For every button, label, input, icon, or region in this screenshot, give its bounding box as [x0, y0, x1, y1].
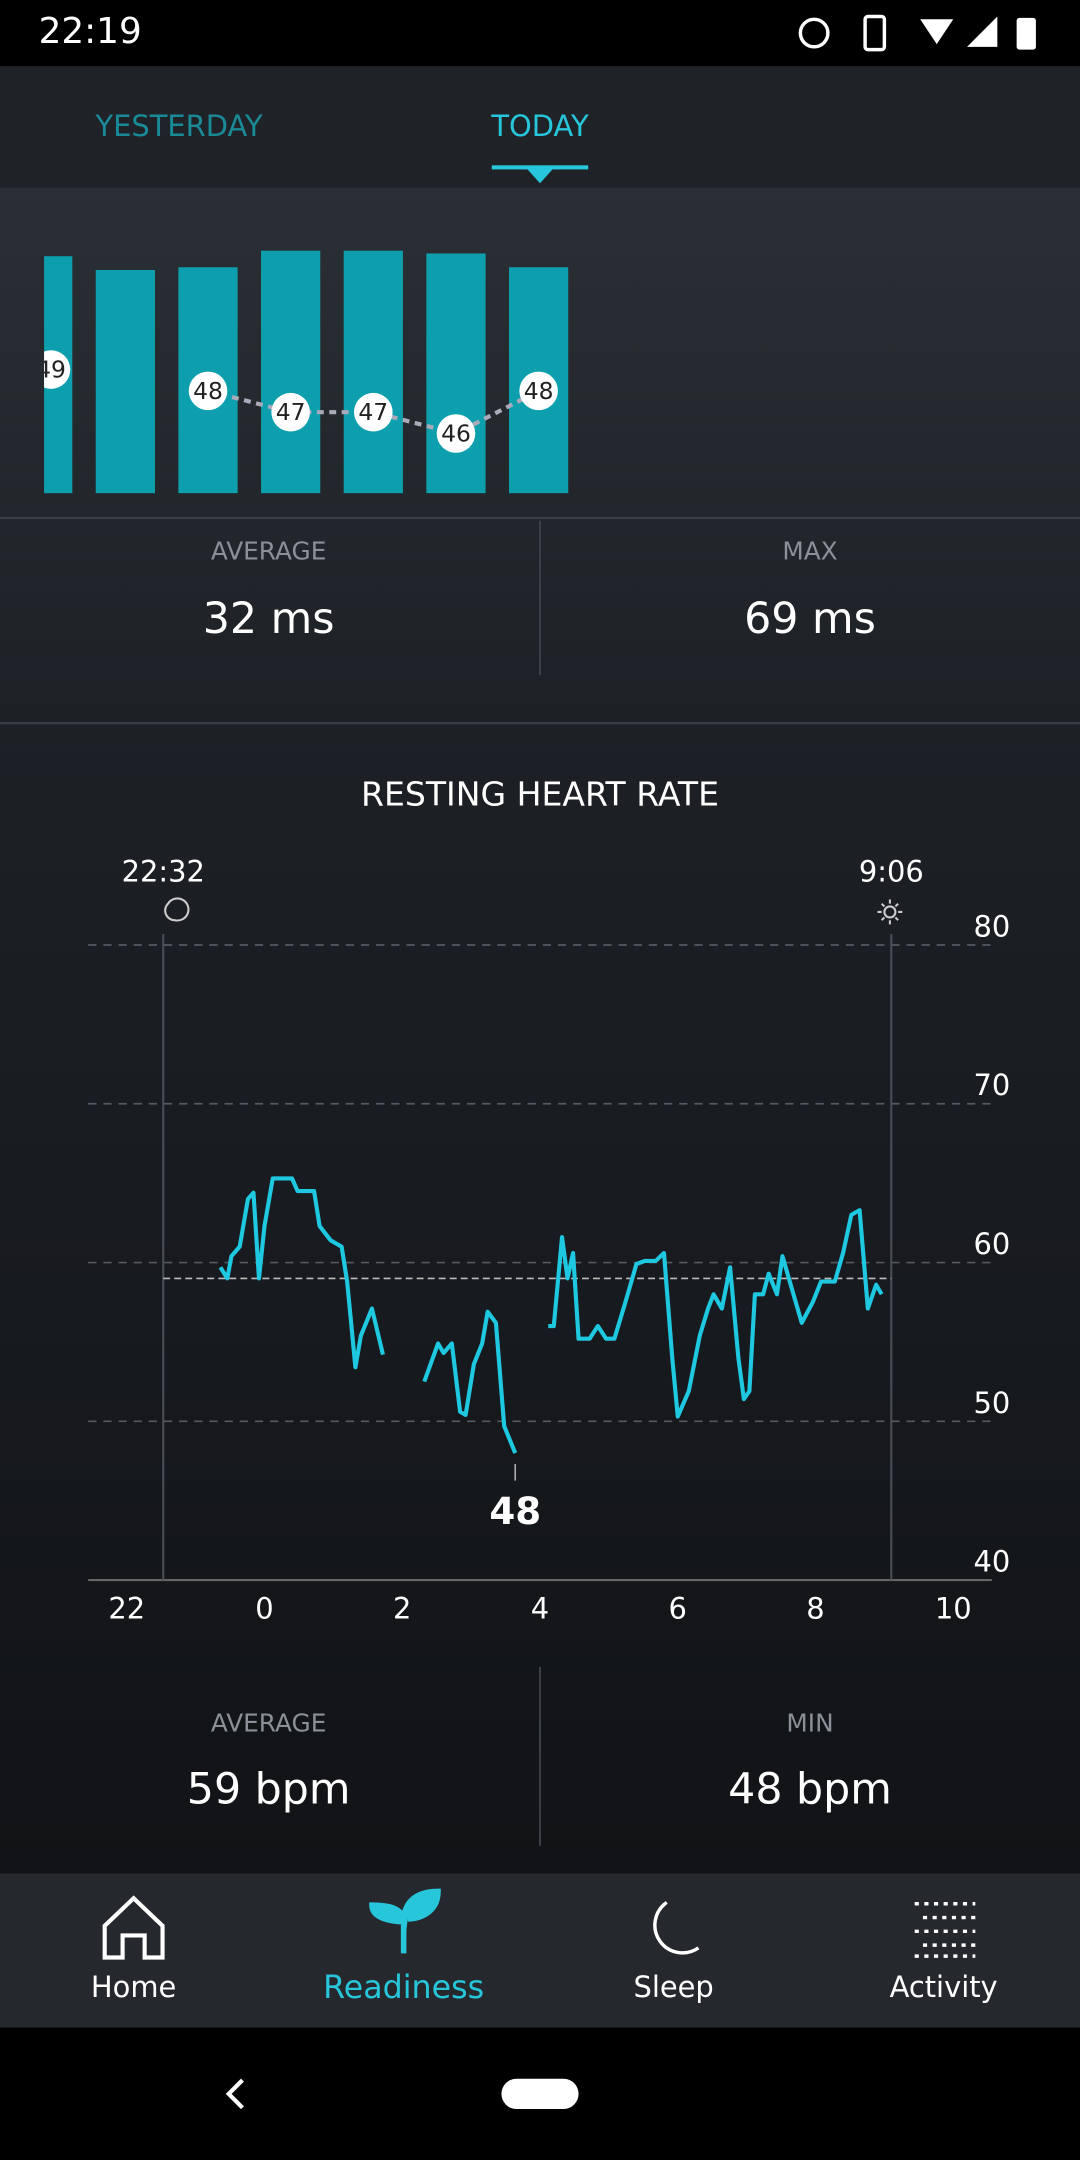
stat-label: MAX — [782, 536, 837, 565]
sleep-marker-label: 9:06 — [859, 854, 924, 888]
tab[interactable]: YESTERDAY — [94, 109, 263, 143]
y-tick-label: 40 — [973, 1545, 1010, 1579]
status-time: 22:19 — [39, 11, 142, 52]
heart-rate-label: 48 — [193, 377, 223, 405]
nav-label: Activity — [890, 1970, 998, 2004]
stat-value: 48 bpm — [728, 1765, 892, 1815]
sun-icon — [877, 899, 903, 925]
heart-rate-label: 46 — [441, 419, 471, 447]
nav-label: Readiness — [323, 1970, 484, 2006]
moon-icon — [164, 897, 190, 922]
stat-label: MIN — [786, 1709, 833, 1738]
y-tick-label: 50 — [973, 1386, 1010, 1420]
y-tick-label: 70 — [973, 1068, 1010, 1102]
stat-label: AVERAGE — [211, 536, 327, 565]
x-tick-label: 22 — [108, 1591, 145, 1625]
heart-rate-label: 49 — [36, 355, 66, 383]
sleep-marker-label: 22:32 — [122, 854, 205, 888]
y-tick-label: 80 — [973, 909, 1010, 943]
min-label: 48 — [489, 1489, 541, 1533]
stat-label: AVERAGE — [211, 1709, 327, 1738]
chart-title: RESTING HEART RATE — [361, 775, 719, 814]
x-tick-label: 6 — [669, 1591, 687, 1625]
nav-bar — [0, 1873, 1080, 2028]
status-icons — [798, 14, 1036, 52]
heart-rate-dot — [354, 392, 393, 432]
x-tick-label: 10 — [935, 1591, 972, 1625]
tab-indicator — [526, 168, 554, 184]
nav-label: Sleep — [633, 1970, 713, 2004]
tab[interactable]: TODAY — [490, 109, 589, 143]
heart-rate-label: 47 — [358, 398, 388, 426]
stat-value: 32 ms — [203, 594, 335, 644]
bar — [261, 250, 321, 494]
rhr-chart: 40 50 60 70 80 22 0 2 4 6 8 10 22:32 9:06 48 — [88, 854, 1010, 1625]
x-tick-label: 0 — [255, 1591, 273, 1625]
nav-label: Home — [91, 1970, 176, 2004]
heart-rate-label: 47 — [276, 398, 306, 426]
heart-rate-label: 48 — [524, 377, 554, 405]
status-bar — [0, 0, 1080, 67]
heart-rate-dot — [44, 350, 71, 389]
bar — [343, 250, 403, 494]
back-button[interactable] — [225, 2078, 244, 2110]
x-tick-label: 4 — [531, 1591, 549, 1625]
nav-item[interactable]: Readiness — [323, 1888, 484, 2006]
nav-item[interactable]: Activity — [890, 1902, 998, 2004]
nav-item[interactable]: Home — [91, 1895, 176, 2004]
x-tick-label: 8 — [806, 1591, 824, 1625]
bar — [426, 253, 486, 494]
hrv-chart: 49 48 47 47 46 48 — [36, 250, 569, 494]
bar — [95, 270, 155, 494]
heart-rate-dot — [436, 414, 476, 453]
tab-indicator — [491, 165, 589, 170]
nav-item[interactable]: Sleep — [633, 1900, 714, 2004]
heart-rate-dot — [188, 371, 228, 411]
x-tick-label: 2 — [393, 1591, 411, 1625]
stat-value: 69 ms — [744, 594, 876, 644]
y-tick-label: 60 — [973, 1227, 1010, 1261]
heart-rate-line — [218, 1176, 884, 1454]
stat-value: 59 bpm — [187, 1765, 351, 1815]
heart-rate-dot — [519, 371, 558, 411]
heart-rate-dot — [271, 392, 310, 432]
home-button[interactable] — [501, 2078, 579, 2110]
